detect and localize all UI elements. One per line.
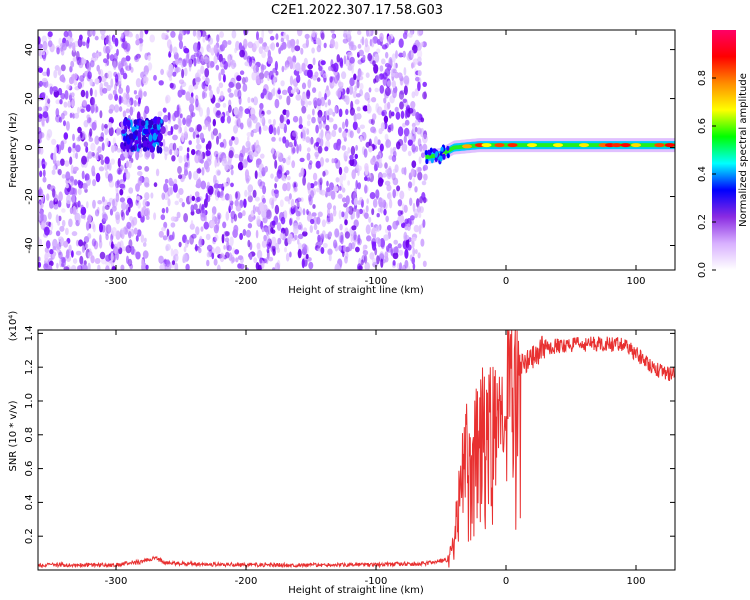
colorbar-ticks: 0.0 0.2 0.4 0.6 0.8 [697, 70, 716, 278]
spectrogram-x-label: Height of straight line (km) [288, 285, 424, 296]
spectrogram-y-ticks: -40 -20 0 20 40 [24, 43, 675, 254]
snr-y-multiplier: (x10⁴) [8, 311, 19, 342]
snr-y-tick-label: 1.4 [24, 325, 35, 341]
snr-y-tick-label: 1.2 [24, 359, 35, 375]
snr-x-tick-label: -300 [105, 576, 128, 587]
spectrogram-frame [37, 29, 676, 271]
snr-y-tick-label: 0.6 [24, 461, 35, 477]
snr-frame [37, 329, 676, 571]
snr-y-tick-label: 0.8 [24, 427, 35, 443]
snr-y-tick-label: 0.2 [24, 528, 35, 544]
spectrogram-x-tick-label: 100 [626, 276, 645, 287]
snr-panel: -300 -200 -100 0 100 0.2 0.4 0.6 0.8 1.0 1.2 1.4 H… [8, 311, 676, 596]
snr-background [38, 330, 675, 570]
snr-x-ticks: -300 -200 -100 0 100 [105, 330, 646, 587]
snr-y-ticks: 0.2 0.4 0.6 0.8 1.0 1.2 1.4 [24, 325, 675, 544]
spectrogram-x-tick-label: -100 [365, 276, 388, 287]
figure-title: C2E1.2022.307.17.58.G03 [271, 3, 443, 18]
colorbar-label: Normalized spectral amplitude [738, 73, 749, 227]
snr-series-line [38, 330, 675, 569]
spectrogram-y-tick-label: 0 [24, 144, 35, 150]
spectrogram-x-tick-label: 0 [503, 276, 509, 287]
snr-x-tick-label: 0 [503, 576, 509, 587]
colorbar-tick-label: 0.4 [697, 166, 708, 182]
spectrogram-y-tick-label: 40 [24, 43, 35, 56]
snr-y-tick-label: 1.0 [24, 393, 35, 409]
signal-trace [424, 138, 675, 165]
colorbar-tick-label: 0.6 [697, 118, 708, 134]
snr-x-tick-label: 100 [626, 576, 645, 587]
spectrogram-x-tick-label: -300 [105, 276, 128, 287]
snr-x-label: Height of straight line (km) [288, 585, 424, 596]
colorbar-strip [712, 30, 736, 270]
colorbar: 0.0 0.2 0.4 0.6 0.8 Normalized spectral ampl… [697, 30, 749, 278]
snr-y-tick-label: 0.4 [24, 494, 35, 510]
colorbar-tick-label: 0.0 [697, 262, 708, 278]
snr-y-label: SNR (10 * v/v) [8, 400, 19, 471]
spectrogram-y-tick-label: -20 [24, 188, 35, 204]
colorbar-tick-label: 0.2 [697, 214, 708, 230]
spectrogram-x-ticks: -300 -200 -100 0 100 [105, 30, 646, 287]
spectrogram-y-tick-label: 20 [24, 92, 35, 105]
colorbar-tick-label: 0.8 [697, 70, 708, 86]
spectrogram-x-tick-label: -200 [235, 276, 258, 287]
snr-x-tick-label: -200 [235, 576, 258, 587]
snr-x-tick-label: -100 [365, 576, 388, 587]
spectrogram-y-label: Frequency (Hz) [8, 112, 19, 188]
noise-region [38, 30, 428, 270]
spectrogram-y-tick-label: -40 [24, 237, 35, 253]
